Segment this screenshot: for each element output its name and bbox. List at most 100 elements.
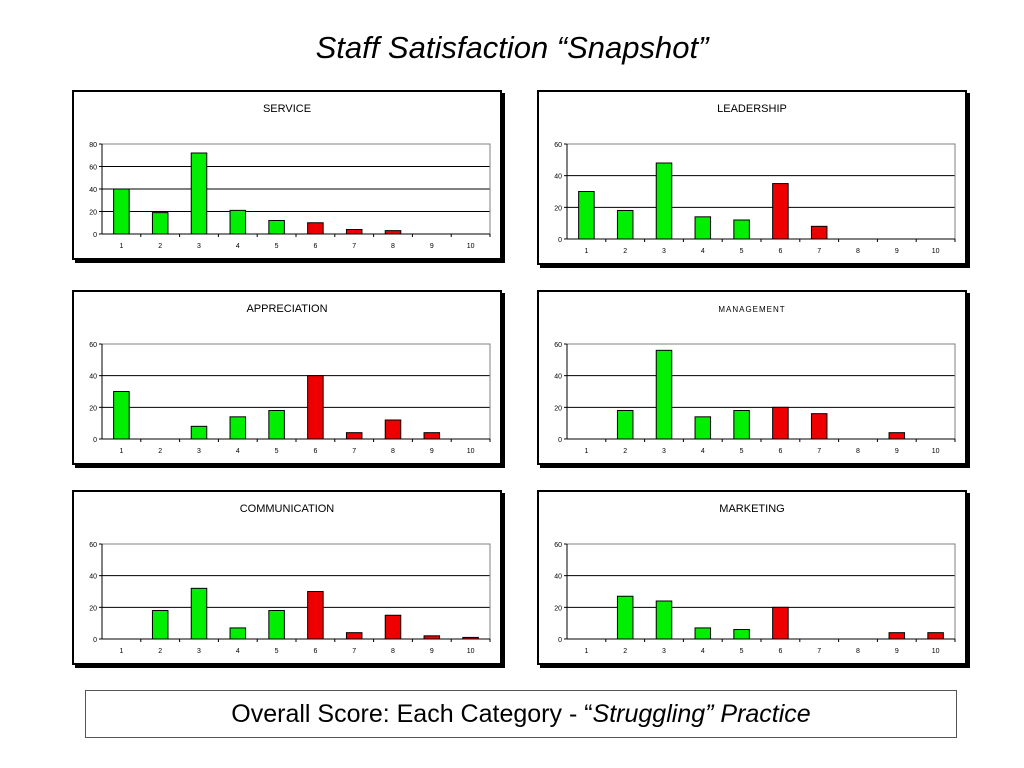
bar: [616, 210, 634, 240]
x-tick-label: 9: [895, 248, 899, 255]
x-tick-label: 5: [740, 248, 744, 255]
chart-title: MANAGEMENT: [718, 305, 785, 314]
bar: [694, 627, 712, 640]
chart-title: LEADERSHIP: [717, 103, 787, 115]
chart-panel-service: SERVICE 0 20 40 60 80 1 2 3 4 5 6 7 8 9 10: [72, 90, 502, 260]
bar: [462, 636, 479, 640]
bar: [733, 629, 750, 640]
bar: [655, 600, 673, 640]
x-tick-label: 8: [856, 448, 860, 455]
x-tick-label: 6: [313, 448, 317, 455]
y-tick-label: 60: [554, 142, 562, 149]
x-tick-label: 10: [467, 243, 475, 250]
y-tick-label: 0: [93, 637, 97, 644]
bar: [307, 375, 324, 440]
x-tick-label: 5: [740, 648, 744, 655]
bar: [190, 425, 208, 440]
bar: [307, 222, 324, 235]
x-tick-label: 3: [197, 648, 201, 655]
x-tick-label: 7: [817, 648, 821, 655]
bar: [384, 230, 402, 235]
overall-score-caption: Overall Score: Each Category - “Struggli…: [85, 690, 957, 738]
chart-title: COMMUNICATION: [240, 503, 335, 515]
x-tick-label: 5: [275, 448, 279, 455]
bar: [345, 229, 363, 235]
x-tick-label: 8: [856, 248, 860, 255]
x-tick-label: 5: [740, 448, 744, 455]
x-tick-label: 4: [236, 648, 240, 655]
chart-leadership: LEADERSHIP 0 20 40 60 1 2 3 4 5 6 7 8 9 10: [554, 103, 956, 255]
chart-marketing: MARKETING 0 20 40 60 1 2 3 4 5 6 7 8 9 10: [554, 503, 956, 655]
page-title: Staff Satisfaction “Snapshot”: [315, 30, 709, 65]
x-tick-label: 2: [623, 248, 627, 255]
y-tick-label: 60: [89, 542, 97, 549]
y-tick-label: 60: [89, 342, 97, 349]
x-tick-label: 3: [662, 448, 666, 455]
y-tick-label: 80: [89, 142, 97, 149]
bar: [229, 627, 247, 640]
x-tick-label: 4: [236, 448, 240, 455]
x-tick-label: 6: [778, 448, 782, 455]
chart-panel-appreciation: APPRECIATION 0 20 40 60 1 2 3 4 5 6 7 8 9 10: [72, 290, 502, 465]
bar: [151, 212, 169, 235]
chart-title: MARKETING: [719, 503, 784, 515]
x-tick-label: 8: [391, 448, 395, 455]
x-tick-label: 10: [467, 648, 475, 655]
y-tick-label: 60: [89, 165, 97, 172]
x-tick-label: 4: [701, 648, 705, 655]
bar: [616, 410, 634, 440]
bar: [423, 432, 441, 440]
x-tick-label: 1: [119, 243, 123, 250]
bar: [307, 591, 324, 640]
bar: [268, 410, 285, 440]
x-tick-label: 10: [932, 448, 940, 455]
x-tick-label: 10: [467, 448, 475, 455]
y-tick-label: 40: [554, 374, 562, 381]
x-tick-label: 1: [584, 648, 588, 655]
x-tick-label: 1: [119, 448, 123, 455]
x-tick-label: 5: [275, 243, 279, 250]
x-tick-label: 9: [895, 648, 899, 655]
bar: [694, 216, 712, 240]
y-tick-label: 40: [89, 574, 97, 581]
x-tick-label: 6: [313, 243, 317, 250]
x-tick-label: 3: [662, 248, 666, 255]
bar: [345, 432, 363, 440]
bar: [655, 162, 673, 240]
y-tick-label: 0: [93, 437, 97, 444]
chart-title: APPRECIATION: [246, 303, 327, 315]
y-tick-label: 60: [554, 342, 562, 349]
x-tick-label: 2: [158, 448, 162, 455]
x-tick-label: 4: [701, 248, 705, 255]
bar: [772, 406, 789, 440]
bar: [268, 610, 285, 640]
x-tick-label: 8: [391, 243, 395, 250]
x-tick-label: 3: [197, 448, 201, 455]
bar: [384, 419, 402, 440]
bar: [810, 413, 828, 440]
x-tick-label: 3: [662, 648, 666, 655]
bar: [229, 416, 247, 440]
y-tick-label: 20: [554, 405, 562, 412]
x-tick-label: 9: [430, 243, 434, 250]
plot-area: [101, 343, 491, 440]
x-tick-label: 1: [584, 248, 588, 255]
bar: [345, 632, 363, 640]
bar: [578, 191, 595, 240]
bar: [384, 614, 402, 640]
x-tick-label: 6: [778, 248, 782, 255]
bar: [190, 152, 208, 235]
bar: [772, 606, 789, 640]
x-tick-label: 8: [391, 648, 395, 655]
chart-management: MANAGEMENT 0 20 40 60 1 2 3 4 5 6 7 8 9 10: [554, 305, 956, 455]
chart-appreciation: APPRECIATION 0 20 40 60 1 2 3 4 5 6 7 8 9 10: [89, 303, 491, 455]
bar: [810, 225, 828, 240]
y-tick-label: 0: [558, 437, 562, 444]
bar: [888, 632, 906, 640]
bar: [151, 610, 169, 640]
x-tick-label: 10: [932, 648, 940, 655]
chart-panel-marketing: MARKETING 0 20 40 60 1 2 3 4 5 6 7 8 9 10: [537, 490, 967, 665]
chart-communication: COMMUNICATION 0 20 40 60 1 2 3 4 5 6 7 8 9 10: [89, 503, 491, 655]
bar: [190, 587, 208, 640]
x-tick-label: 7: [352, 648, 356, 655]
